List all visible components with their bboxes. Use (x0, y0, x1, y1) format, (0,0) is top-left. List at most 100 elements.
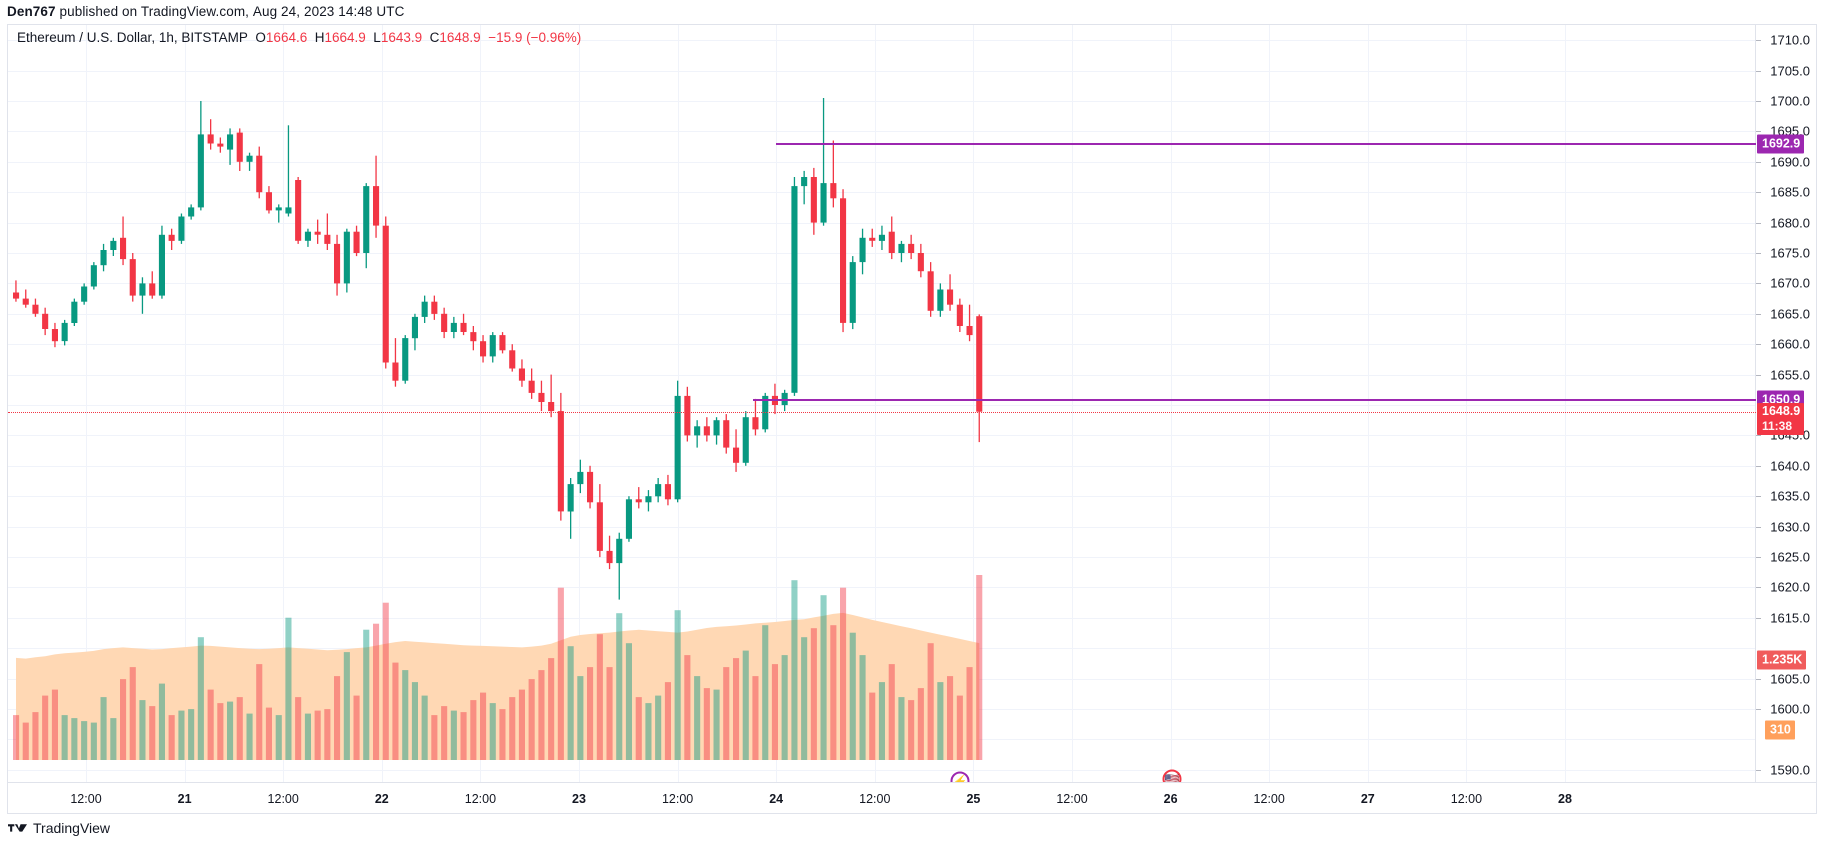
legend-close-value: 1648.9 (439, 30, 481, 45)
volume-bar (771, 664, 778, 760)
price-axis-label: 1625.0 (1770, 549, 1810, 565)
volume-bar (937, 682, 944, 760)
volume-bar (411, 682, 418, 760)
volume-bar (158, 683, 165, 760)
time-axis-label: 12:00 (1253, 792, 1285, 806)
horizontal-ray-lower[interactable] (753, 398, 1756, 401)
price-axis-label: 1615.0 (1770, 610, 1810, 626)
publish-author: Den767 (7, 4, 56, 19)
volume-bar (480, 692, 487, 760)
candle-wick (278, 204, 280, 223)
volume-value[interactable]: 1.235K (1757, 650, 1807, 670)
volume-bar (908, 700, 915, 760)
gridline-vertical (1269, 25, 1271, 782)
time-axis-label: 28 (1558, 792, 1572, 806)
candle-body (431, 301, 438, 314)
publish-date: Aug 24, 2023 14:48 UTC (252, 4, 405, 19)
earnings-marker[interactable]: ⚡ (950, 771, 970, 782)
legend-low-label: L (373, 30, 381, 45)
candle-body (830, 183, 837, 199)
volume-bar (684, 655, 691, 760)
legend-open-value: 1664.6 (265, 30, 308, 45)
candle-body (304, 231, 311, 241)
volume-bar (197, 637, 204, 760)
volume-bar (947, 676, 954, 760)
candle-body (684, 395, 691, 436)
volume-bar (489, 703, 496, 760)
time-axis-label: 21 (177, 792, 192, 806)
volume-bar (22, 722, 29, 760)
volume-ma-value[interactable]: 310 (1765, 720, 1795, 740)
price-axis-tick (1756, 526, 1761, 528)
gridline-horizontal (8, 253, 1756, 254)
candle-body (460, 322, 467, 332)
candle-body (518, 368, 525, 381)
candle-body (100, 250, 107, 266)
lower-ray-price-value: 1650.9 (1762, 392, 1801, 406)
gridline-horizontal (8, 101, 1756, 102)
candle-body (557, 411, 564, 512)
gridline-horizontal (8, 192, 1756, 194)
legend-symbol: Ethereum / U.S. Dollar (17, 30, 152, 45)
legend-interval: 1h (158, 30, 174, 45)
candle-body (733, 447, 740, 463)
us-flag-icon: 🇺🇸 (1164, 772, 1180, 782)
price-axis-tick (1756, 374, 1761, 376)
horizontal-ray-upper[interactable] (776, 143, 1756, 146)
volume-bar (450, 710, 457, 760)
volume-bar (81, 721, 88, 760)
volume-bar (217, 703, 224, 760)
volume-bar (460, 712, 467, 760)
gridline-horizontal (8, 587, 1756, 589)
candle-body (353, 231, 360, 253)
price-axis-tick (1756, 192, 1761, 194)
chart-legend[interactable]: Ethereum / U.S. Dollar, 1h, BITSTAMP O16… (17, 30, 582, 45)
price-axis-tick (1756, 587, 1761, 589)
gridline-vertical (579, 25, 580, 782)
legend-close-label: C (429, 30, 440, 45)
volume-bar (178, 710, 185, 760)
upper-ray-price[interactable]: 1692.9 (1757, 134, 1805, 154)
volume-bar (207, 689, 214, 760)
volume-bar (538, 670, 545, 760)
candle-body (382, 225, 389, 363)
gridline-horizontal (8, 617, 1756, 619)
candle-body (110, 240, 117, 250)
price-axis-label: 1665.0 (1770, 306, 1810, 322)
volume-bar (129, 667, 136, 760)
candle-body (90, 265, 97, 287)
candle-body (723, 420, 730, 448)
volume-bar (470, 700, 477, 760)
time-axis-label: 12:00 (1450, 792, 1483, 806)
time-axis-label: 25 (966, 792, 981, 806)
volume-bar (577, 676, 584, 760)
legend-exchange: BITSTAMP (181, 30, 248, 45)
price-axis-label: 1710.0 (1770, 32, 1810, 48)
candle-body (158, 234, 165, 296)
volume-bar (810, 628, 817, 760)
volume-bar (840, 587, 847, 760)
time-axis-label: 12:00 (859, 792, 891, 806)
volume-bar (878, 682, 885, 760)
volume-bar (421, 695, 428, 760)
chart-plot-area[interactable]: ⚡ 🇺🇸 (8, 25, 1756, 782)
last-price[interactable]: 1648.9 11:38 (1757, 402, 1805, 435)
volume-bar (120, 679, 127, 760)
time-axis[interactable]: 12:00 21 12:00 22 12:00 23 12:00 24 12:00 25 12:00… (8, 782, 1816, 813)
volume-bar (246, 713, 253, 760)
volume-bar (976, 575, 983, 760)
lightning-bolt-icon: ⚡ (952, 774, 968, 782)
volume-bar (956, 695, 963, 760)
price-axis-tick (1756, 678, 1761, 680)
volume-bar (518, 689, 525, 760)
candle-wick (618, 532, 620, 600)
candle-body (402, 338, 409, 381)
candle-body (22, 298, 29, 305)
economic-event-marker[interactable]: 🇺🇸 (1162, 769, 1182, 782)
volume-bar (966, 667, 973, 760)
volume-bar (625, 643, 632, 760)
volume-bar (285, 617, 292, 760)
candle-body (937, 289, 944, 311)
price-axis[interactable]: 1710.0 1705.0 1700.0 1695.0 1690.0 1685.0 1680… (1755, 25, 1816, 782)
candle-body (470, 332, 477, 342)
